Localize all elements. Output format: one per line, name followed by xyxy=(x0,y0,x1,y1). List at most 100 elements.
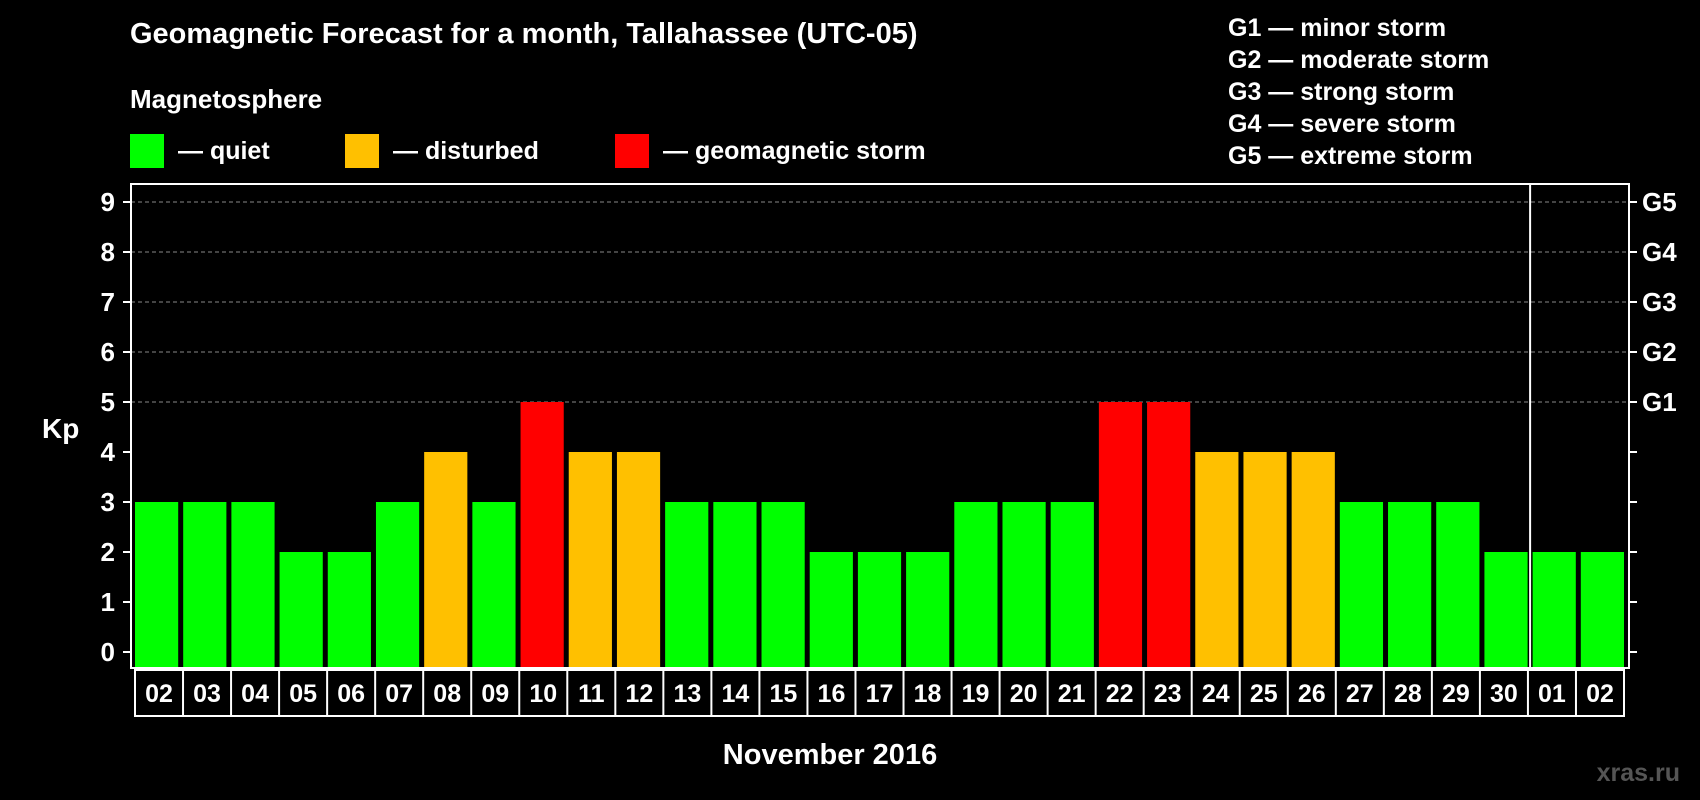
bar xyxy=(713,502,757,668)
magnetosphere-heading: Magnetosphere xyxy=(130,84,323,114)
bar xyxy=(1098,402,1143,668)
bar xyxy=(857,552,902,668)
legend-quiet: — quiet xyxy=(130,134,270,168)
x-tick-label: 15 xyxy=(770,680,798,708)
bar xyxy=(809,552,853,668)
right-axis-label: G1 xyxy=(1642,387,1677,417)
x-tick-label: 08 xyxy=(433,680,461,708)
x-tick-label: 05 xyxy=(289,680,317,708)
bar xyxy=(520,402,564,668)
y-tick-label: 6 xyxy=(101,337,115,367)
x-tick-label: 02 xyxy=(145,680,173,708)
bar xyxy=(1580,552,1624,668)
bar xyxy=(1484,552,1528,668)
x-tick-label: 20 xyxy=(1010,680,1038,708)
y-tick-label: 2 xyxy=(101,537,115,567)
x-tick-label: 03 xyxy=(193,680,221,708)
y-tick-label: 0 xyxy=(101,637,115,667)
legend-disturbed-swatch xyxy=(345,134,379,168)
y-axis-label: Kp xyxy=(42,413,79,444)
bar xyxy=(1532,552,1576,668)
bar xyxy=(1050,502,1094,668)
bar xyxy=(568,452,612,668)
watermark: xras.ru xyxy=(1596,759,1680,787)
y-tick-label: 5 xyxy=(101,387,115,417)
x-tick-label: 24 xyxy=(1202,680,1230,708)
x-tick-label: 16 xyxy=(818,680,846,708)
bar xyxy=(954,502,998,668)
bar xyxy=(1147,402,1191,668)
x-tick-label: 11 xyxy=(578,680,605,708)
x-tick-label: 13 xyxy=(673,680,701,708)
y-tick-label: 4 xyxy=(101,437,116,467)
bar xyxy=(665,502,709,668)
legend-storm-swatch xyxy=(615,134,649,168)
bar xyxy=(1243,452,1287,668)
x-tick-label: 25 xyxy=(1250,680,1278,708)
bar xyxy=(1388,502,1432,668)
bar xyxy=(906,552,950,668)
y-tick-label: 3 xyxy=(101,487,115,517)
legend-disturbed: — disturbed xyxy=(345,134,539,168)
bar xyxy=(1339,502,1384,668)
right-axis-label: G3 xyxy=(1642,287,1677,317)
legend-storm-label: — geomagnetic storm xyxy=(663,136,926,165)
x-tick-label: 01 xyxy=(1538,680,1566,708)
bar xyxy=(183,502,227,668)
storm-level-g1: G1 — minor storm xyxy=(1228,14,1447,42)
right-axis-label: G5 xyxy=(1642,187,1677,217)
plot-frame xyxy=(130,183,1630,669)
x-label-frame xyxy=(134,669,1625,717)
x-tick-label: 12 xyxy=(625,680,653,708)
storm-scale-list: G1 — minor storm G2 — moderate storm G3 … xyxy=(1228,12,1489,172)
x-tick-label: 18 xyxy=(914,680,942,708)
legend-quiet-swatch xyxy=(130,134,164,168)
x-tick-label: 22 xyxy=(1106,680,1134,708)
legend-disturbed-label: — disturbed xyxy=(393,136,539,165)
x-tick-label: 30 xyxy=(1490,680,1518,708)
y-tick-label: 8 xyxy=(101,237,115,267)
x-tick-label: 17 xyxy=(866,680,894,708)
bar xyxy=(761,502,805,668)
storm-level-g3: G3 — strong storm xyxy=(1228,78,1455,106)
bar xyxy=(1002,502,1046,668)
x-tick-label: 07 xyxy=(385,680,413,708)
bar xyxy=(231,502,275,668)
bar xyxy=(1436,502,1480,668)
bar xyxy=(1195,452,1239,668)
bar xyxy=(424,452,468,668)
x-tick-label: 26 xyxy=(1298,680,1326,708)
x-tick-label: 19 xyxy=(962,680,990,708)
x-tick-label: 06 xyxy=(337,680,365,708)
bar xyxy=(472,502,516,668)
x-tick-label: 04 xyxy=(241,680,269,708)
x-tick-label: 27 xyxy=(1346,680,1374,708)
storm-level-g4: G4 — severe storm xyxy=(1228,110,1456,138)
x-tick-label: 28 xyxy=(1394,680,1422,708)
x-tick-label: 29 xyxy=(1442,680,1470,708)
legend-quiet-label: — quiet xyxy=(178,136,270,165)
x-tick-label: 02 xyxy=(1586,680,1614,708)
bar xyxy=(1291,452,1335,668)
bar xyxy=(616,452,661,668)
y-tick-label: 9 xyxy=(101,187,115,217)
x-tick-label: 10 xyxy=(529,680,557,708)
x-axis-label: November 2016 xyxy=(723,739,937,771)
y-tick-label: 7 xyxy=(101,287,115,317)
right-axis-label: G2 xyxy=(1642,337,1677,367)
x-tick-label: 14 xyxy=(721,680,749,708)
legend-storm: — geomagnetic storm xyxy=(615,134,926,168)
bar xyxy=(327,552,371,668)
storm-level-g2: G2 — moderate storm xyxy=(1228,46,1490,74)
right-axis-label: G4 xyxy=(1642,237,1677,267)
bar xyxy=(375,502,420,668)
chart-title: Geomagnetic Forecast for a month, Tallah… xyxy=(130,18,918,50)
bar xyxy=(279,552,323,668)
y-tick-label: 1 xyxy=(101,587,115,617)
storm-level-g5: G5 — extreme storm xyxy=(1228,142,1473,170)
bar xyxy=(135,502,179,668)
x-tick-label: 23 xyxy=(1154,680,1182,708)
x-tick-label: 09 xyxy=(481,680,509,708)
x-tick-label: 21 xyxy=(1058,680,1086,708)
